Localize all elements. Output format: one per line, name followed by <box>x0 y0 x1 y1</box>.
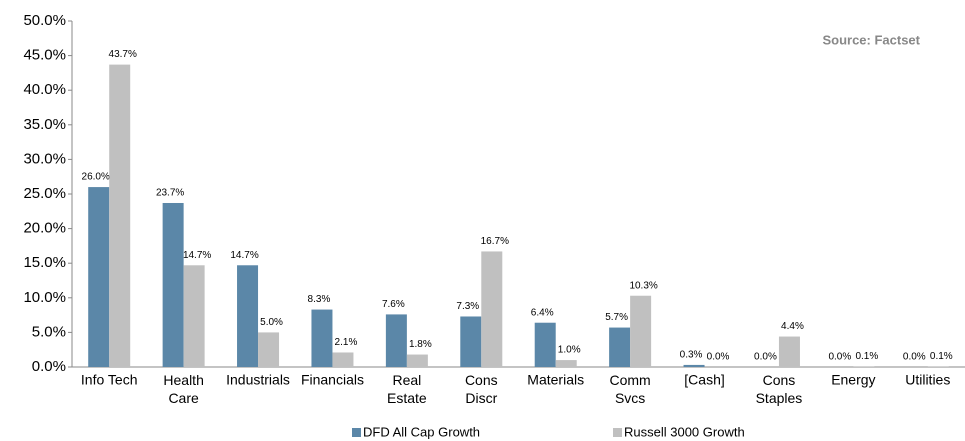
y-tick-label: 25.0% <box>23 185 66 202</box>
value-label: 16.7% <box>481 236 509 247</box>
bar <box>258 332 280 367</box>
bar <box>555 360 577 367</box>
bar <box>332 352 354 367</box>
source-annotation: Source: Factset <box>822 32 920 47</box>
y-tick-label: 45.0% <box>23 47 66 64</box>
bar <box>385 314 407 367</box>
x-tick-label: Energy <box>831 372 875 388</box>
bar <box>927 366 949 367</box>
bar <box>183 265 205 367</box>
value-label: 10.3% <box>629 280 657 291</box>
value-label: 2.1% <box>335 337 358 348</box>
x-tick-label: Financials <box>301 372 364 388</box>
value-label: 1.0% <box>558 345 581 356</box>
y-tick-label: 30.0% <box>23 150 66 167</box>
y-tick-label: 40.0% <box>23 81 66 98</box>
y-tick-label: 20.0% <box>23 220 66 237</box>
value-label: 0.0% <box>903 352 926 363</box>
value-label: 0.1% <box>930 351 953 362</box>
x-tick-label: Real Estate <box>387 372 427 406</box>
bar <box>534 322 556 367</box>
bar <box>237 265 259 367</box>
value-label: 7.6% <box>382 299 405 310</box>
value-label: 0.1% <box>855 351 878 362</box>
x-tick-label: Comm Svcs <box>610 372 651 406</box>
bar <box>778 336 800 367</box>
y-tick-label: 50.0% <box>23 12 66 29</box>
bar <box>88 187 110 367</box>
value-label: 0.0% <box>828 352 851 363</box>
value-label: 7.3% <box>456 301 479 312</box>
value-label: 26.0% <box>82 172 110 183</box>
value-label: 0.0% <box>754 352 777 363</box>
value-label: 43.7% <box>109 49 137 60</box>
bar <box>311 309 333 367</box>
value-label: 8.3% <box>308 294 331 305</box>
value-label: 0.0% <box>707 352 730 363</box>
value-label: 5.7% <box>605 312 628 323</box>
y-tick-label: 10.0% <box>23 289 66 306</box>
x-tick-label: Utilities <box>905 372 950 388</box>
y-tick-label: 0.0% <box>32 358 66 375</box>
bar <box>683 364 705 367</box>
value-label: 14.7% <box>183 250 211 261</box>
y-tick-label: 5.0% <box>32 323 66 340</box>
legend-label: Russell 3000 Growth <box>624 424 745 439</box>
value-label: 23.7% <box>156 188 184 199</box>
x-tick-label: Materials <box>527 372 584 388</box>
x-tick-label: Info Tech <box>81 372 138 388</box>
legend-swatch <box>352 428 361 437</box>
bar <box>609 327 631 367</box>
value-label: 4.4% <box>781 321 804 332</box>
x-tick-label: Industrials <box>226 372 290 388</box>
value-label: 6.4% <box>531 307 554 318</box>
value-label: 5.0% <box>260 317 283 328</box>
y-tick-label: 15.0% <box>23 254 66 271</box>
bar <box>109 64 131 367</box>
value-label: 1.8% <box>409 339 432 350</box>
legend-swatch <box>613 428 622 437</box>
bar <box>630 295 652 367</box>
bar <box>162 202 184 367</box>
x-tick-label: Cons Staples <box>756 372 803 406</box>
x-tick-label: Cons Discr <box>465 372 498 406</box>
bar <box>481 251 503 367</box>
bar <box>460 316 482 367</box>
value-label: 14.7% <box>230 250 258 261</box>
legend-label: DFD All Cap Growth <box>363 424 480 439</box>
bar <box>853 366 875 367</box>
x-tick-label: [Cash] <box>684 372 724 388</box>
y-tick-label: 35.0% <box>23 116 66 133</box>
bar <box>406 354 428 367</box>
x-tick-label: Health Care <box>163 372 203 406</box>
value-label: 0.3% <box>680 350 703 361</box>
